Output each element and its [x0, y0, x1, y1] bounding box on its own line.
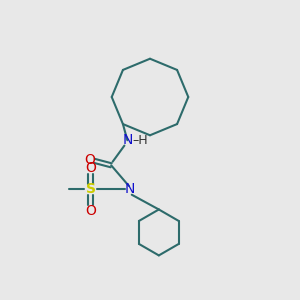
- Text: O: O: [85, 160, 96, 175]
- Text: –H: –H: [133, 134, 148, 147]
- Text: N: N: [125, 182, 136, 197]
- Text: N: N: [122, 133, 133, 147]
- Text: S: S: [85, 182, 95, 197]
- Text: O: O: [85, 153, 95, 167]
- Text: O: O: [85, 204, 96, 218]
